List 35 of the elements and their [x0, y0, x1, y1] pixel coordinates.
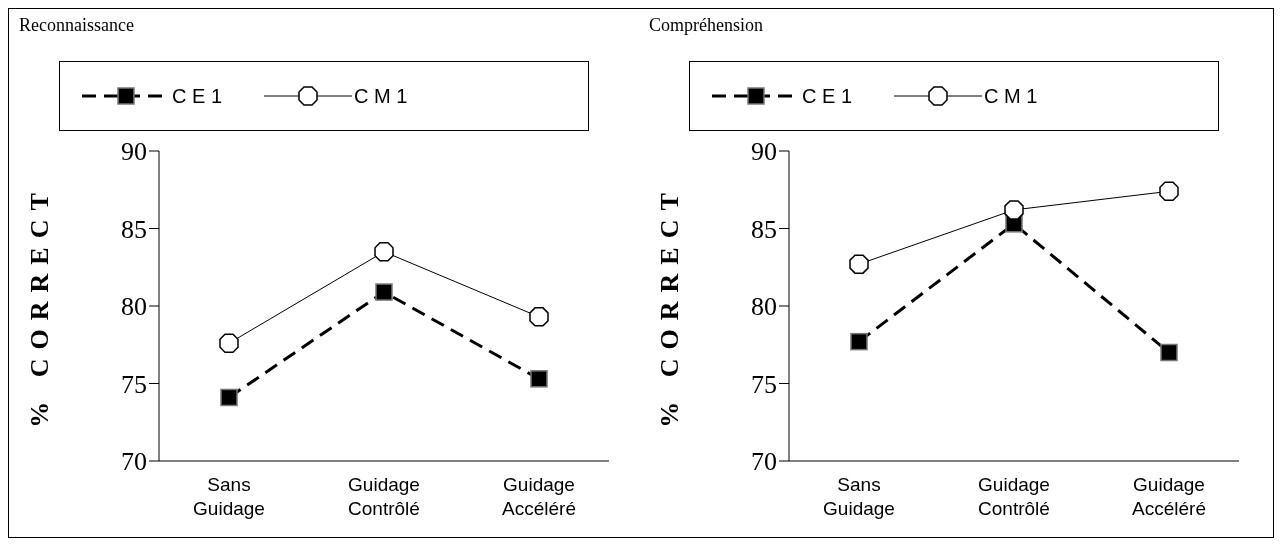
y-tick-label: 80 [121, 292, 147, 322]
point [529, 307, 549, 327]
x-tick-label: Guidage Accéléré [1132, 474, 1206, 519]
point [1004, 200, 1024, 220]
y-tick-label: 75 [751, 369, 777, 399]
legend-label: C M 1 [984, 84, 1038, 108]
point [219, 333, 239, 353]
y-tick-label: 70 [751, 447, 777, 477]
y-tick-label: 80 [751, 292, 777, 322]
point [1160, 343, 1178, 362]
point [530, 370, 548, 388]
point [375, 283, 393, 301]
point [850, 332, 868, 351]
point [220, 388, 238, 407]
x-tick-label: Sans Guidage [823, 474, 895, 519]
y-axis-title: % CORRECT [24, 184, 54, 428]
legend-label: C E 1 [172, 84, 223, 108]
x-tick-label: Guidage Contrôlé [348, 474, 420, 519]
chart-title: Reconnaissance [18, 14, 135, 37]
x-tick-label: Sans Guidage [193, 474, 265, 519]
chart-title: Compréhension [648, 14, 764, 37]
y-tick-label: 70 [121, 447, 147, 477]
y-tick-label: 90 [121, 137, 147, 167]
y-tick-label: 90 [751, 137, 777, 167]
point [1159, 181, 1179, 202]
x-tick-label: Guidage Accéléré [502, 474, 576, 519]
legend-label: C M 1 [354, 84, 408, 108]
y-axis-title: % CORRECT [654, 184, 684, 428]
y-tick-label: 75 [121, 369, 147, 399]
y-tick-label: 85 [121, 214, 147, 244]
point [374, 242, 394, 262]
legend-label: C E 1 [802, 84, 853, 108]
point [849, 254, 869, 274]
x-tick-label: Guidage Contrôlé [978, 474, 1050, 519]
y-tick-label: 85 [751, 214, 777, 244]
